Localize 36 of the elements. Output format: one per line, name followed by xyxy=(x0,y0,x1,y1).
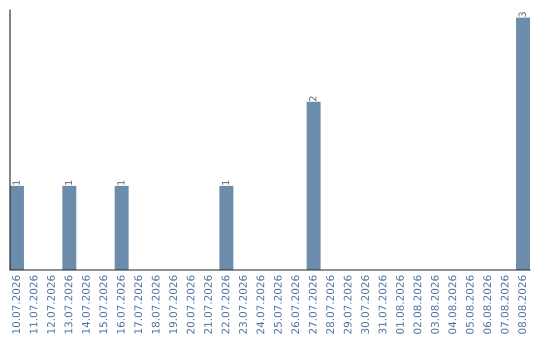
x-tick-label: 21.07.2026 xyxy=(204,276,212,334)
x-tick-label: 15.07.2026 xyxy=(99,276,108,334)
x-tick-label: 14.07.2026 xyxy=(82,276,90,334)
x-tick-label: 02.08.2026 xyxy=(413,276,422,334)
x-tick-label: 10.07.2026 xyxy=(12,276,20,334)
data-label: 1 xyxy=(117,180,124,185)
x-tick-label: 26.07.2026 xyxy=(291,276,300,334)
x-tick-label: 13.07.2026 xyxy=(64,276,72,334)
x-tick-label: 22.07.2026 xyxy=(222,276,230,334)
x-tick-label: 07.08.2026 xyxy=(500,276,509,334)
x-tick-label: 28.07.2026 xyxy=(326,276,334,334)
x-tick-label: 03.08.2026 xyxy=(430,276,439,334)
x-tick-label: 30.07.2026 xyxy=(361,276,369,334)
x-tick-label: 12.07.2026 xyxy=(47,276,55,334)
x-tick-label: 31.07.2026 xyxy=(378,276,386,334)
data-label: 1 xyxy=(12,180,20,185)
x-tick-label: 08.08.2026 xyxy=(518,276,526,334)
x-tick-label: 18.07.2026 xyxy=(152,276,160,334)
x-tick-label: 19.07.2026 xyxy=(169,276,178,334)
x-tick-label: 25.07.2026 xyxy=(274,276,282,334)
x-tick-label: 23.07.2026 xyxy=(238,276,247,334)
x-tick-label: 27.07.2026 xyxy=(308,276,317,334)
x-tick-label: 20.07.2026 xyxy=(186,276,194,334)
x-tick-label: 16.07.2026 xyxy=(116,276,125,334)
x-tick-label: 04.08.2026 xyxy=(448,276,456,334)
x-tick-label: 01.08.2026 xyxy=(396,276,404,334)
x-tick-label: 06.08.2026 xyxy=(483,276,492,334)
data-label: 1 xyxy=(222,180,230,185)
x-tick-label: 29.07.2026 xyxy=(344,276,352,334)
x-tick-label: 24.07.2026 xyxy=(256,276,264,334)
data-label: 3 xyxy=(518,12,526,17)
data-label: 2 xyxy=(309,96,316,102)
x-tick-label: 05.08.2026 xyxy=(466,276,474,334)
x-tick-label: 11.07.2026 xyxy=(30,276,38,334)
data-label: 1 xyxy=(64,180,72,185)
x-tick-label: 17.07.2026 xyxy=(134,276,142,334)
